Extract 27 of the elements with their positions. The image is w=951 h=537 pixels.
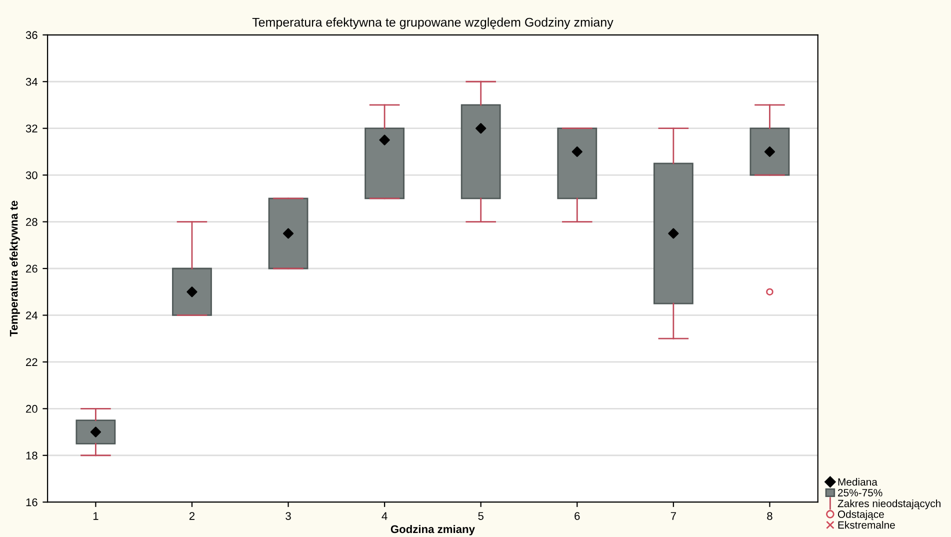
y-tick-label: 36 (26, 31, 38, 40)
chart-title: Temperatura efektywna te grupowane względem Godziny zmiany (252, 18, 614, 30)
legend-label: Zakres nieodstających (838, 500, 940, 510)
legend-label: Ekstremalne (838, 521, 895, 529)
y-tick-label: 24 (26, 311, 38, 320)
y-tick-label: 32 (26, 124, 38, 132)
y-tick-label: 34 (26, 78, 38, 86)
y-tick-label: 26 (26, 264, 38, 273)
y-tick-label: 30 (26, 171, 38, 180)
x-tick-label: 1 (93, 512, 98, 520)
y-axis-title: Temperatura efektywna te (10, 200, 20, 337)
y-tick-label: 22 (26, 358, 38, 366)
x-tick-label: 2 (189, 512, 195, 520)
x-tick-label: 7 (670, 512, 676, 520)
x-tick-label: 8 (767, 512, 772, 520)
x-tick-label: 3 (286, 512, 291, 520)
y-tick-label: 16 (26, 498, 38, 506)
y-tick-label: 28 (26, 218, 38, 226)
x-tick-label: 4 (382, 512, 388, 520)
legend-label: Odstające (838, 510, 884, 520)
y-tick-label: 20 (26, 404, 38, 413)
x-tick-label: 6 (574, 512, 580, 520)
legend-label: 25%-75% (838, 489, 882, 496)
x-tick-label: 5 (478, 512, 484, 520)
y-tick-label: 18 (26, 452, 38, 460)
legend-label: Mediana (838, 478, 878, 486)
x-axis-title: Godzina zmiany (390, 524, 475, 536)
